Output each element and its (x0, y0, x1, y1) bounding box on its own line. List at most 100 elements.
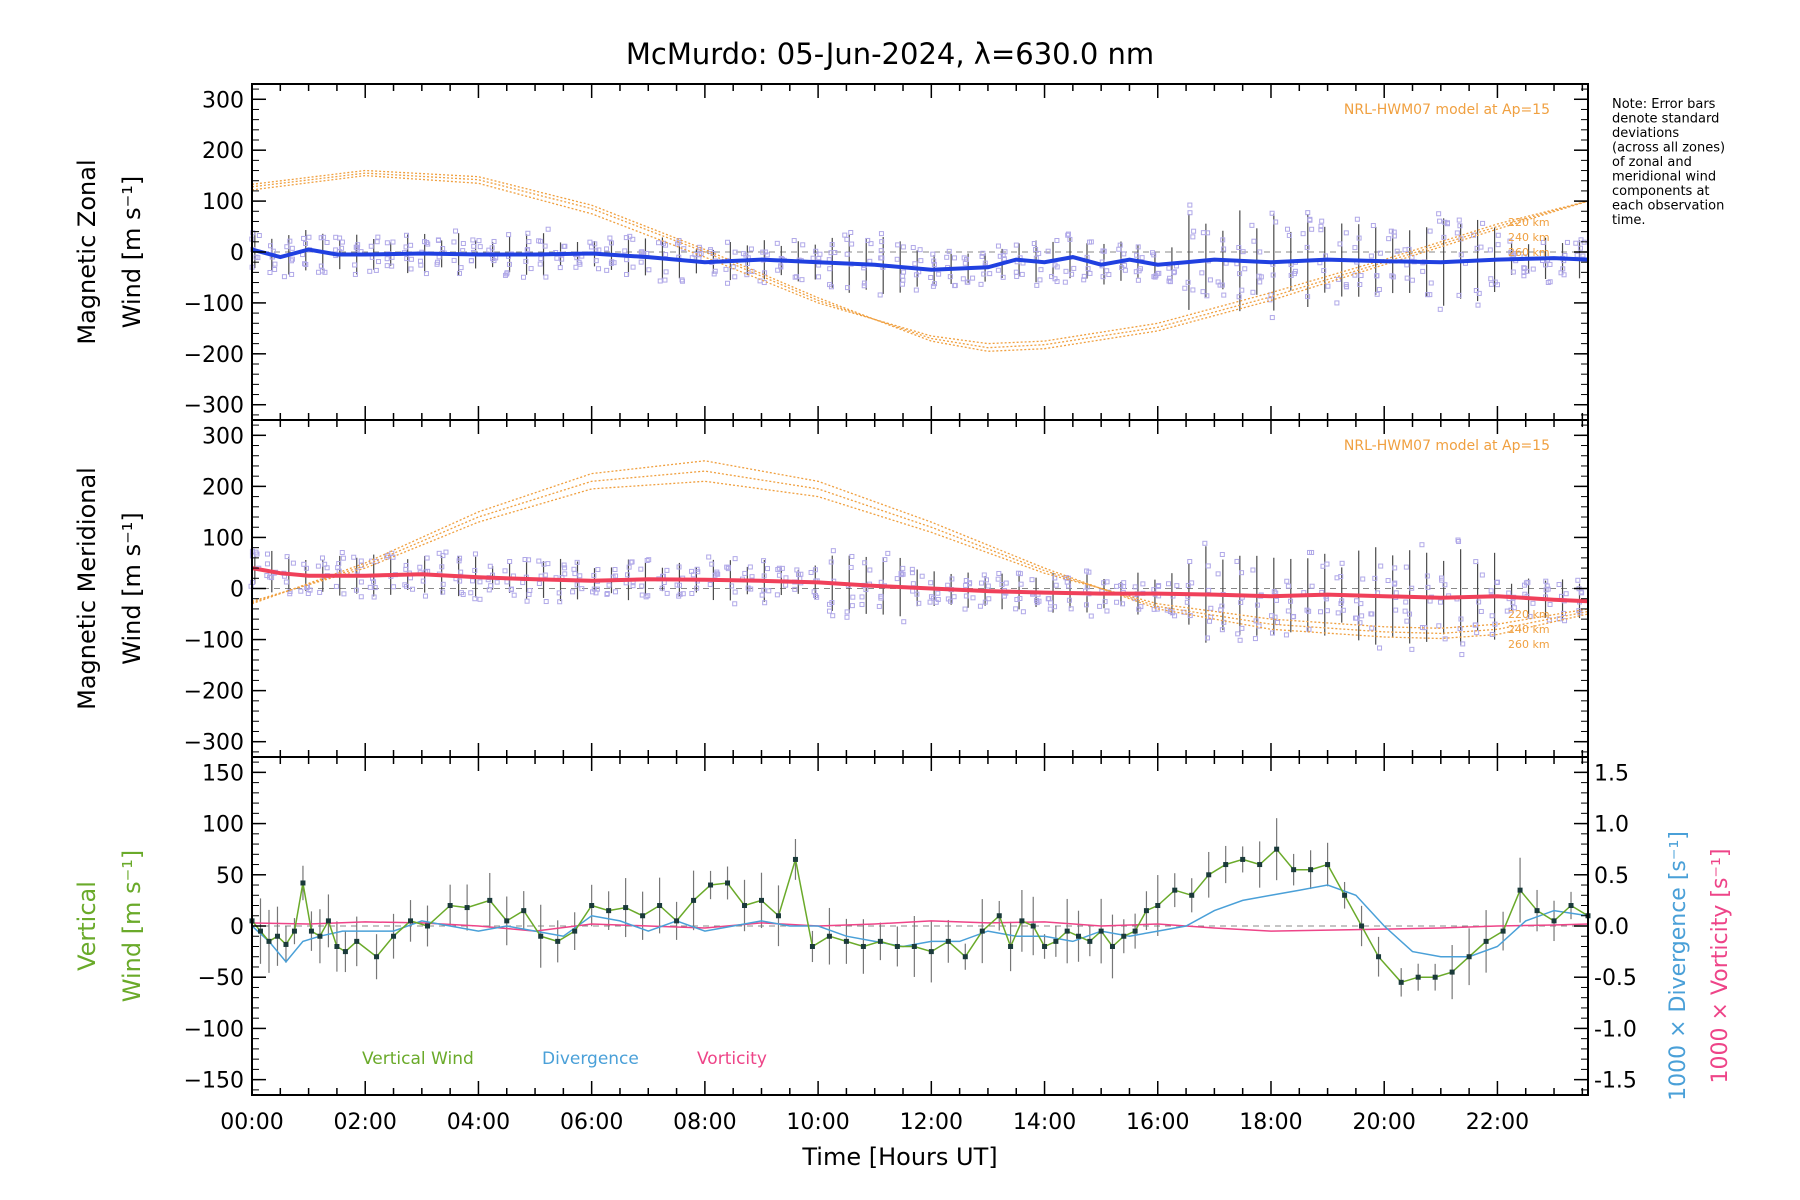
zone-point (1190, 287, 1196, 293)
vertical-wind-point (504, 918, 510, 924)
zone-point (306, 234, 312, 240)
zone-point (1543, 578, 1549, 584)
zone-point (1339, 598, 1345, 604)
zone-point (1457, 223, 1463, 229)
vertical-wind-point (274, 933, 280, 939)
zone-point (1251, 238, 1257, 244)
zone-point (1054, 237, 1060, 243)
zone-point (626, 564, 632, 570)
zone-point (1283, 632, 1289, 638)
zone-point (1456, 292, 1462, 298)
zone-point (1268, 292, 1274, 298)
zone-point (830, 548, 836, 554)
zone-point (844, 251, 850, 257)
zone-point (1419, 542, 1425, 548)
vertical-wind-point (538, 933, 544, 939)
vertical-wind-point (775, 913, 781, 919)
zone-point (457, 555, 463, 561)
x-tick-label: 04:00 (447, 1110, 510, 1135)
zone-point (935, 597, 941, 603)
zone-point (1458, 616, 1464, 622)
zone-point (1377, 250, 1383, 256)
zone-point (1488, 588, 1494, 594)
zone-point (1269, 613, 1275, 619)
zone-point (502, 272, 508, 278)
zone-point (574, 559, 580, 565)
zone-point (1139, 255, 1145, 261)
zonal-wind-panel: 220 km 240 km 260 km NRL-HWM07 model at Ap=… (73, 83, 1589, 421)
vertical-wind-point (1206, 872, 1212, 878)
zone-point (287, 238, 293, 244)
zone-point (301, 561, 307, 567)
zone-point (1456, 538, 1462, 544)
zone-point (1242, 266, 1248, 272)
vertical-wind-point (1132, 928, 1138, 934)
zone-point (1307, 549, 1313, 555)
zone-point (458, 569, 464, 575)
zone-point (1258, 274, 1264, 280)
zone-point (910, 581, 916, 587)
zone-point (732, 274, 738, 280)
zone-point (1085, 266, 1091, 272)
zone-point (1054, 279, 1060, 285)
zone-point (1475, 302, 1481, 308)
zone-point (663, 269, 669, 275)
zone-point (607, 235, 613, 241)
zone-point (1065, 231, 1071, 237)
zone-point (573, 264, 579, 270)
zone-point (305, 590, 311, 596)
zone-point (596, 247, 602, 253)
zone-point (556, 590, 562, 596)
zone-point (723, 266, 729, 272)
zone-point (435, 259, 441, 265)
zone-point (812, 567, 818, 573)
vertical-wind-point (1155, 903, 1161, 909)
zone-point (604, 591, 610, 597)
zone-point (1425, 292, 1431, 298)
zone-point (1133, 269, 1139, 275)
zone-point (1256, 623, 1262, 629)
zone-point (1545, 279, 1551, 285)
x-tick-label: 22:00 (1466, 1110, 1529, 1135)
vertical-wind-point (640, 913, 646, 919)
zone-point (1172, 269, 1178, 275)
zone-point (1257, 279, 1263, 285)
zone-point (747, 564, 753, 570)
zone-point (1285, 226, 1291, 232)
zone-point (1455, 537, 1461, 543)
zone-point (352, 262, 358, 268)
zone-point (267, 269, 273, 275)
zone-point (919, 573, 925, 579)
zone-point (1556, 582, 1562, 588)
zone-point (1181, 609, 1187, 615)
zone-point (470, 578, 476, 584)
zone-point (918, 258, 924, 264)
zone-point (800, 242, 806, 248)
zone-point (1340, 607, 1346, 613)
vertical-wind-point (342, 949, 348, 955)
zone-point (1239, 287, 1245, 293)
zone-point (984, 577, 990, 583)
zone-point (1045, 596, 1051, 602)
y-tick-label: −150 (184, 1069, 244, 1094)
zone-point (1354, 598, 1360, 604)
vertical-wind-point (291, 928, 297, 934)
zone-point (424, 555, 430, 561)
zone-point (1071, 265, 1077, 271)
zone-point (1038, 267, 1044, 273)
zone-point (1458, 236, 1464, 242)
zone-point (1325, 283, 1331, 289)
zone-point (1219, 551, 1225, 557)
zone-point (1207, 277, 1213, 283)
zone-point (536, 238, 542, 244)
zone-point (1305, 210, 1311, 216)
vertical-wind-point (1121, 933, 1127, 939)
zone-point (612, 589, 618, 595)
zone-point (1047, 606, 1053, 612)
vertical-wind-point (1087, 938, 1093, 944)
vertical-wind-point (1415, 974, 1421, 980)
zone-point (865, 237, 871, 243)
zone-point (1488, 276, 1494, 282)
zone-point (694, 566, 700, 572)
zone-point (508, 586, 514, 592)
